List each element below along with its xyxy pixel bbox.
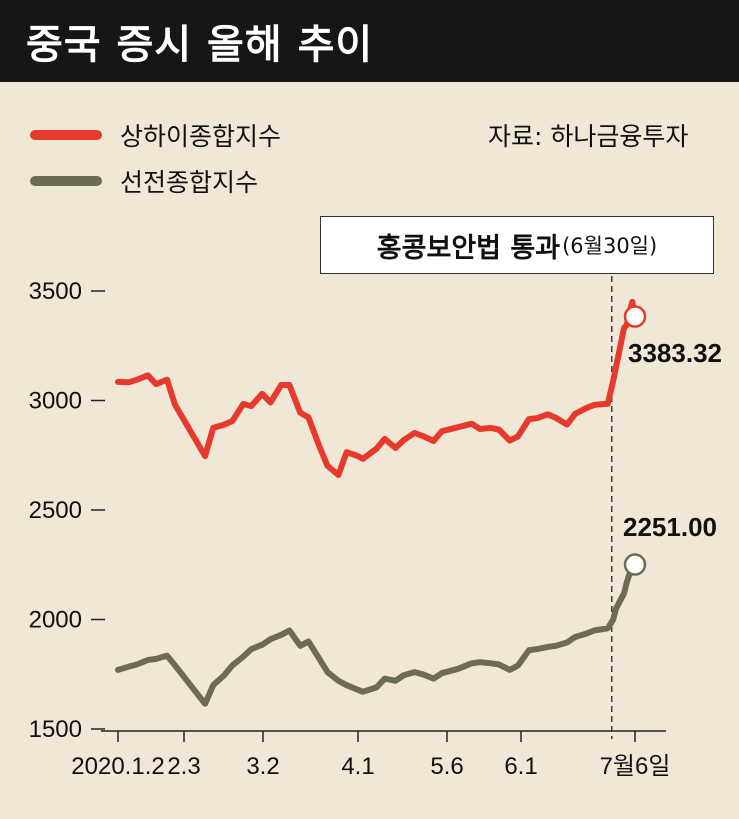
x-tick-label-4: 5.6 xyxy=(430,753,463,780)
annotation-box: 홍콩보안법 통과 (6월30일) xyxy=(320,216,714,274)
legend-item-shanghai: 상하이종합지수 xyxy=(30,120,282,151)
x-tick-label-2: 3.2 xyxy=(246,753,279,780)
y-tick-label-3000: 3000 xyxy=(29,388,82,415)
shenzhen-end-label: 2251.00 xyxy=(623,512,717,542)
y-tick-label-3500: 3500 xyxy=(29,278,82,305)
y-tick-label-1500: 1500 xyxy=(29,716,82,743)
series-line-shanghai xyxy=(115,298,638,478)
header-bar: 중국 증시 올해 추이 xyxy=(0,0,739,82)
x-tick-label-1: 2.3 xyxy=(167,753,200,780)
annotation-main: 홍콩보안법 통과 xyxy=(376,232,561,264)
page-title: 중국 증시 올해 추이 xyxy=(26,22,374,68)
source-note: 자료: 하나금융투자 xyxy=(488,122,689,151)
x-tick-label-3: 4.1 xyxy=(341,753,374,780)
series-end-marker-shanghai xyxy=(623,305,647,328)
annotation-date: (6월30일) xyxy=(562,234,658,258)
legend-label-shenzhen: 선전종합지수 xyxy=(120,168,259,197)
shanghai-end-label: 3383.32 xyxy=(628,338,722,368)
legend-swatch-shenzhen xyxy=(30,176,102,186)
legend-label-shanghai: 상하이종합지수 xyxy=(120,122,282,151)
legend-swatch-shanghai xyxy=(30,130,102,140)
x-tick-label-6: 7월6일 xyxy=(600,753,671,780)
legend-item-shenzhen: 선전종합지수 xyxy=(30,166,259,197)
y-tick-label-2500: 2500 xyxy=(29,497,82,524)
y-tick-label-2000: 2000 xyxy=(29,607,82,634)
series-end-marker-shenzhen xyxy=(623,553,647,576)
x-tick-label-0: 2020.1.2 xyxy=(71,753,164,780)
x-tick-label-5: 6.1 xyxy=(504,753,537,780)
series-line-shenzhen xyxy=(115,561,638,707)
